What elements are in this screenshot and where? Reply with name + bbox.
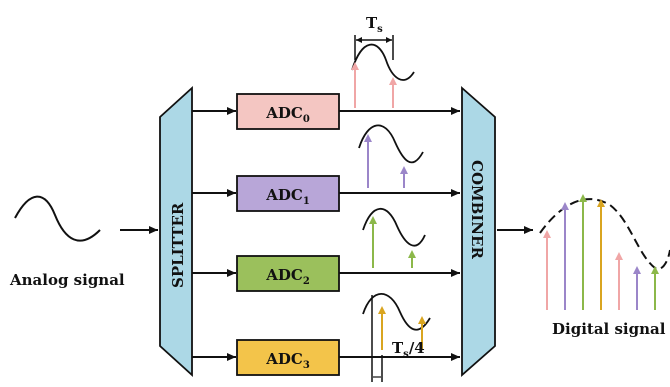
digital-signal-output bbox=[539, 194, 670, 310]
adc3-sampling-waveform bbox=[362, 293, 431, 382]
adc2-block bbox=[236, 255, 340, 292]
combiner-block bbox=[461, 86, 496, 377]
adc3-block bbox=[236, 339, 340, 376]
combiner-label: COMBINER bbox=[468, 160, 486, 259]
ts-quarter-label: Ts/4 bbox=[392, 339, 425, 360]
splitter-label: SPLITTER bbox=[169, 202, 187, 288]
analog-signal-label: Analog signal bbox=[9, 271, 125, 289]
adc0-label: ADC0 bbox=[265, 104, 310, 125]
analog-sine-wave bbox=[14, 195, 101, 242]
adc1-sampling-waveform bbox=[358, 124, 424, 188]
adc1-label: ADC1 bbox=[265, 186, 310, 207]
adc0-block bbox=[236, 93, 340, 130]
digital-signal-label: Digital signal bbox=[552, 320, 666, 338]
adc2-label: ADC2 bbox=[265, 266, 310, 287]
ts-label: Ts bbox=[366, 14, 383, 35]
splitter-block bbox=[159, 85, 193, 378]
adc2-sampling-waveform bbox=[362, 208, 426, 268]
adc0-sampling-waveform bbox=[351, 43, 415, 108]
ts-period-marker: Ts bbox=[354, 14, 394, 60]
adc3-label: ADC3 bbox=[265, 350, 310, 371]
